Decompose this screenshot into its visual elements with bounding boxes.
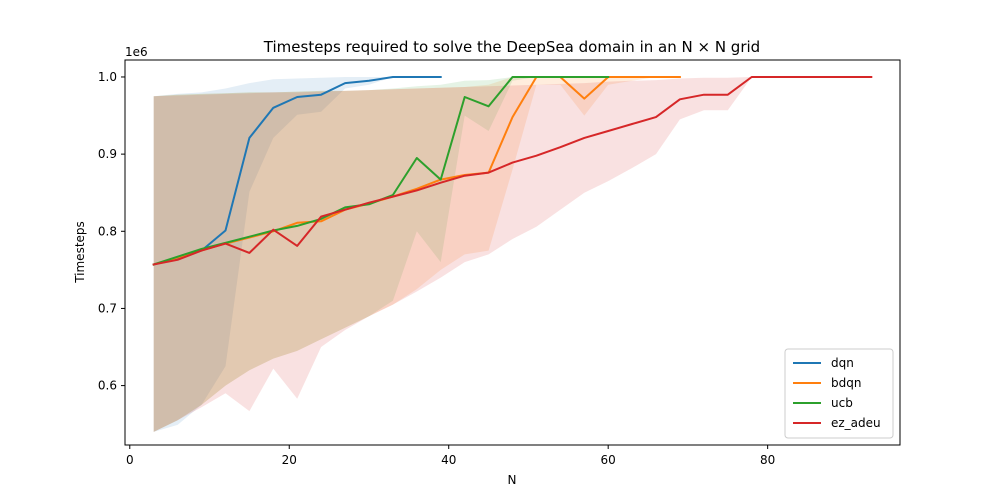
y-tick-label: 1.0 [98,70,117,84]
chart-title: Timesteps required to solve the DeepSea … [263,38,760,56]
band-bdqn [153,77,680,432]
series-lines [152,76,873,266]
y-axis-offset-label: 1e6 [125,45,148,59]
y-tick-label: 0.9 [98,147,117,161]
x-axis-ticks: 0 20 40 60 80 [126,445,775,467]
confidence-bands [153,77,872,432]
plot-frame [124,59,901,446]
x-tick-label: 80 [760,453,775,467]
x-tick-label: 0 [126,453,134,467]
y-tick-label: 0.8 [98,224,117,238]
band-dqn [153,77,441,432]
legend-label-bdqn: bdqn [831,376,861,390]
y-axis-ticks: 0.6 0.7 0.8 0.9 1.0 [98,70,125,393]
x-axis-label: N [508,473,517,487]
y-tick-label: 0.6 [98,379,117,393]
band-ucb [153,77,609,432]
x-tick-label: 20 [282,453,297,467]
y-axis-label: Timesteps [73,221,87,284]
line-ez_adeu [152,76,873,266]
y-tick-label: 0.7 [98,301,117,315]
band-ez_adeu [153,77,872,432]
legend: dqn bdqn ucb ez_adeu [784,348,894,439]
legend-label-ez_adeu: ez_adeu [831,416,881,430]
legend-label-ucb: ucb [831,396,853,410]
x-tick-label: 40 [441,453,456,467]
legend-box [784,348,894,439]
x-tick-label: 60 [601,453,616,467]
legend-label-dqn: dqn [831,356,854,370]
